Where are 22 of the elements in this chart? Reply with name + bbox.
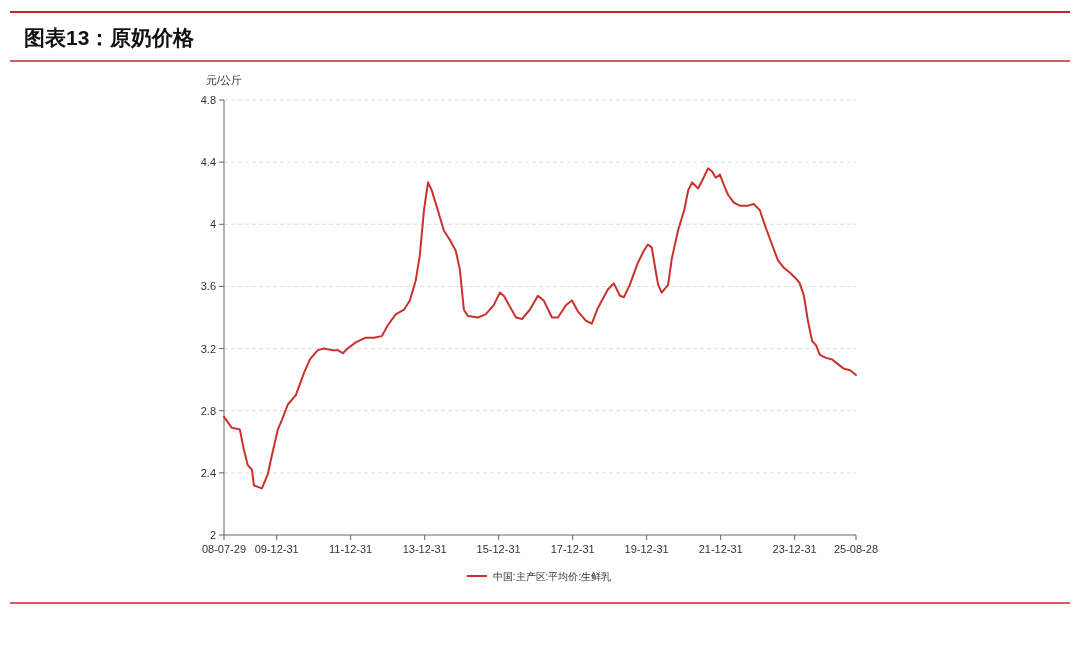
x-tick-label: 13-12-31 [402, 543, 447, 555]
x-tick-label: 21-12-31 [698, 543, 743, 555]
y-tick-label: 2 [209, 529, 216, 541]
y-tick-label: 4.8 [200, 94, 216, 106]
x-tick-label: 09-12-31 [254, 543, 299, 555]
x-tick-label: 17-12-31 [550, 543, 595, 555]
x-tick-label: 25-08-28 [833, 543, 879, 555]
chart-title: 图表13：原奶价格 [24, 26, 196, 49]
y-axis-title: 元/公斤 [206, 74, 243, 86]
x-tick-label: 08-07-29 [201, 543, 247, 555]
x-tick-label: 23-12-31 [772, 543, 817, 555]
y-tick-label: 3.6 [200, 280, 216, 293]
line-series [223, 167, 857, 490]
x-tick-label: 19-12-31 [624, 543, 669, 555]
y-tick-label: 4.4 [200, 156, 216, 169]
x-tick-label: 15-12-31 [476, 543, 521, 555]
y-tick-label: 2.4 [200, 466, 216, 479]
legend-label: 中国:主产区:平均价:生鲜乳 [492, 571, 612, 582]
y-tick-label: 4 [209, 218, 216, 231]
y-tick-label: 2.8 [200, 404, 216, 417]
x-tick-label: 11-12-31 [329, 543, 373, 555]
y-tick-label: 3.2 [200, 342, 216, 355]
